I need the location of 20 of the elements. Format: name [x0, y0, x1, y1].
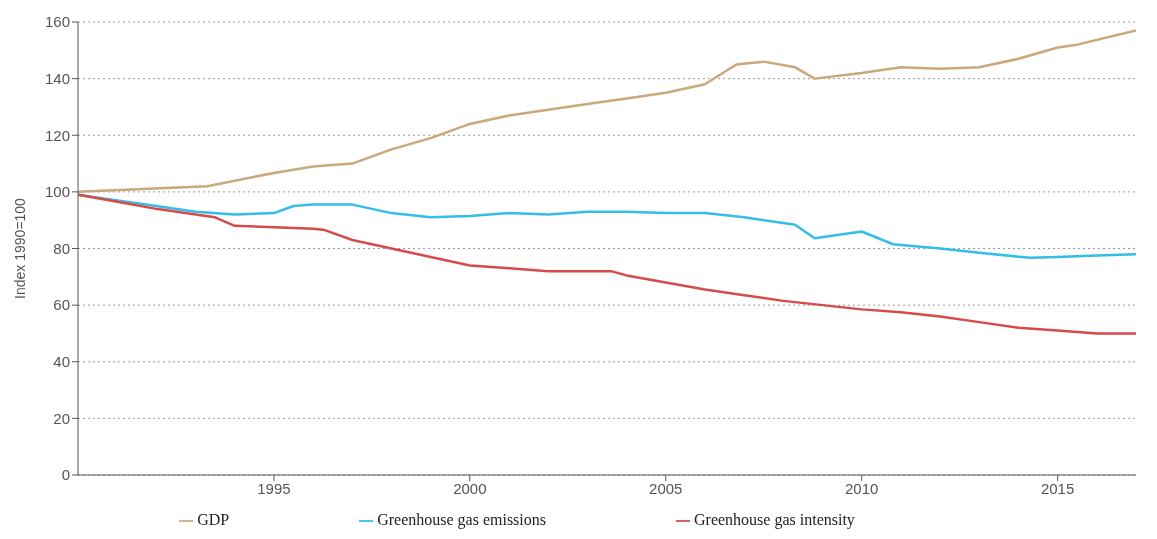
x-tick-label: 2010	[845, 479, 879, 497]
x-tick-label: 2000	[453, 479, 487, 497]
y-tick-label: 160	[44, 13, 70, 31]
y-axis-title: Index 1990=100	[11, 197, 28, 299]
y-tick-label: 20	[53, 409, 70, 427]
legend-label: Greenhouse gas emissions	[377, 511, 546, 528]
legend-label: Greenhouse gas intensity	[694, 511, 855, 528]
line-series	[78, 193, 1136, 335]
y-tick-label: 80	[53, 239, 70, 257]
y-tick-label: 60	[53, 296, 70, 314]
x-tick-label: 2015	[1040, 479, 1075, 497]
line-series	[78, 29, 1136, 194]
y-tick-label: 40	[53, 353, 70, 371]
y-tick-label: 100	[44, 183, 70, 201]
y-tick-label: 120	[44, 126, 70, 144]
x-tick-label: 1995	[257, 479, 291, 497]
legend-label: GDP	[197, 511, 230, 528]
y-tick-label: 0	[61, 466, 70, 484]
y-tick-label: 140	[44, 69, 70, 87]
x-tick-label: 2005	[649, 479, 683, 497]
